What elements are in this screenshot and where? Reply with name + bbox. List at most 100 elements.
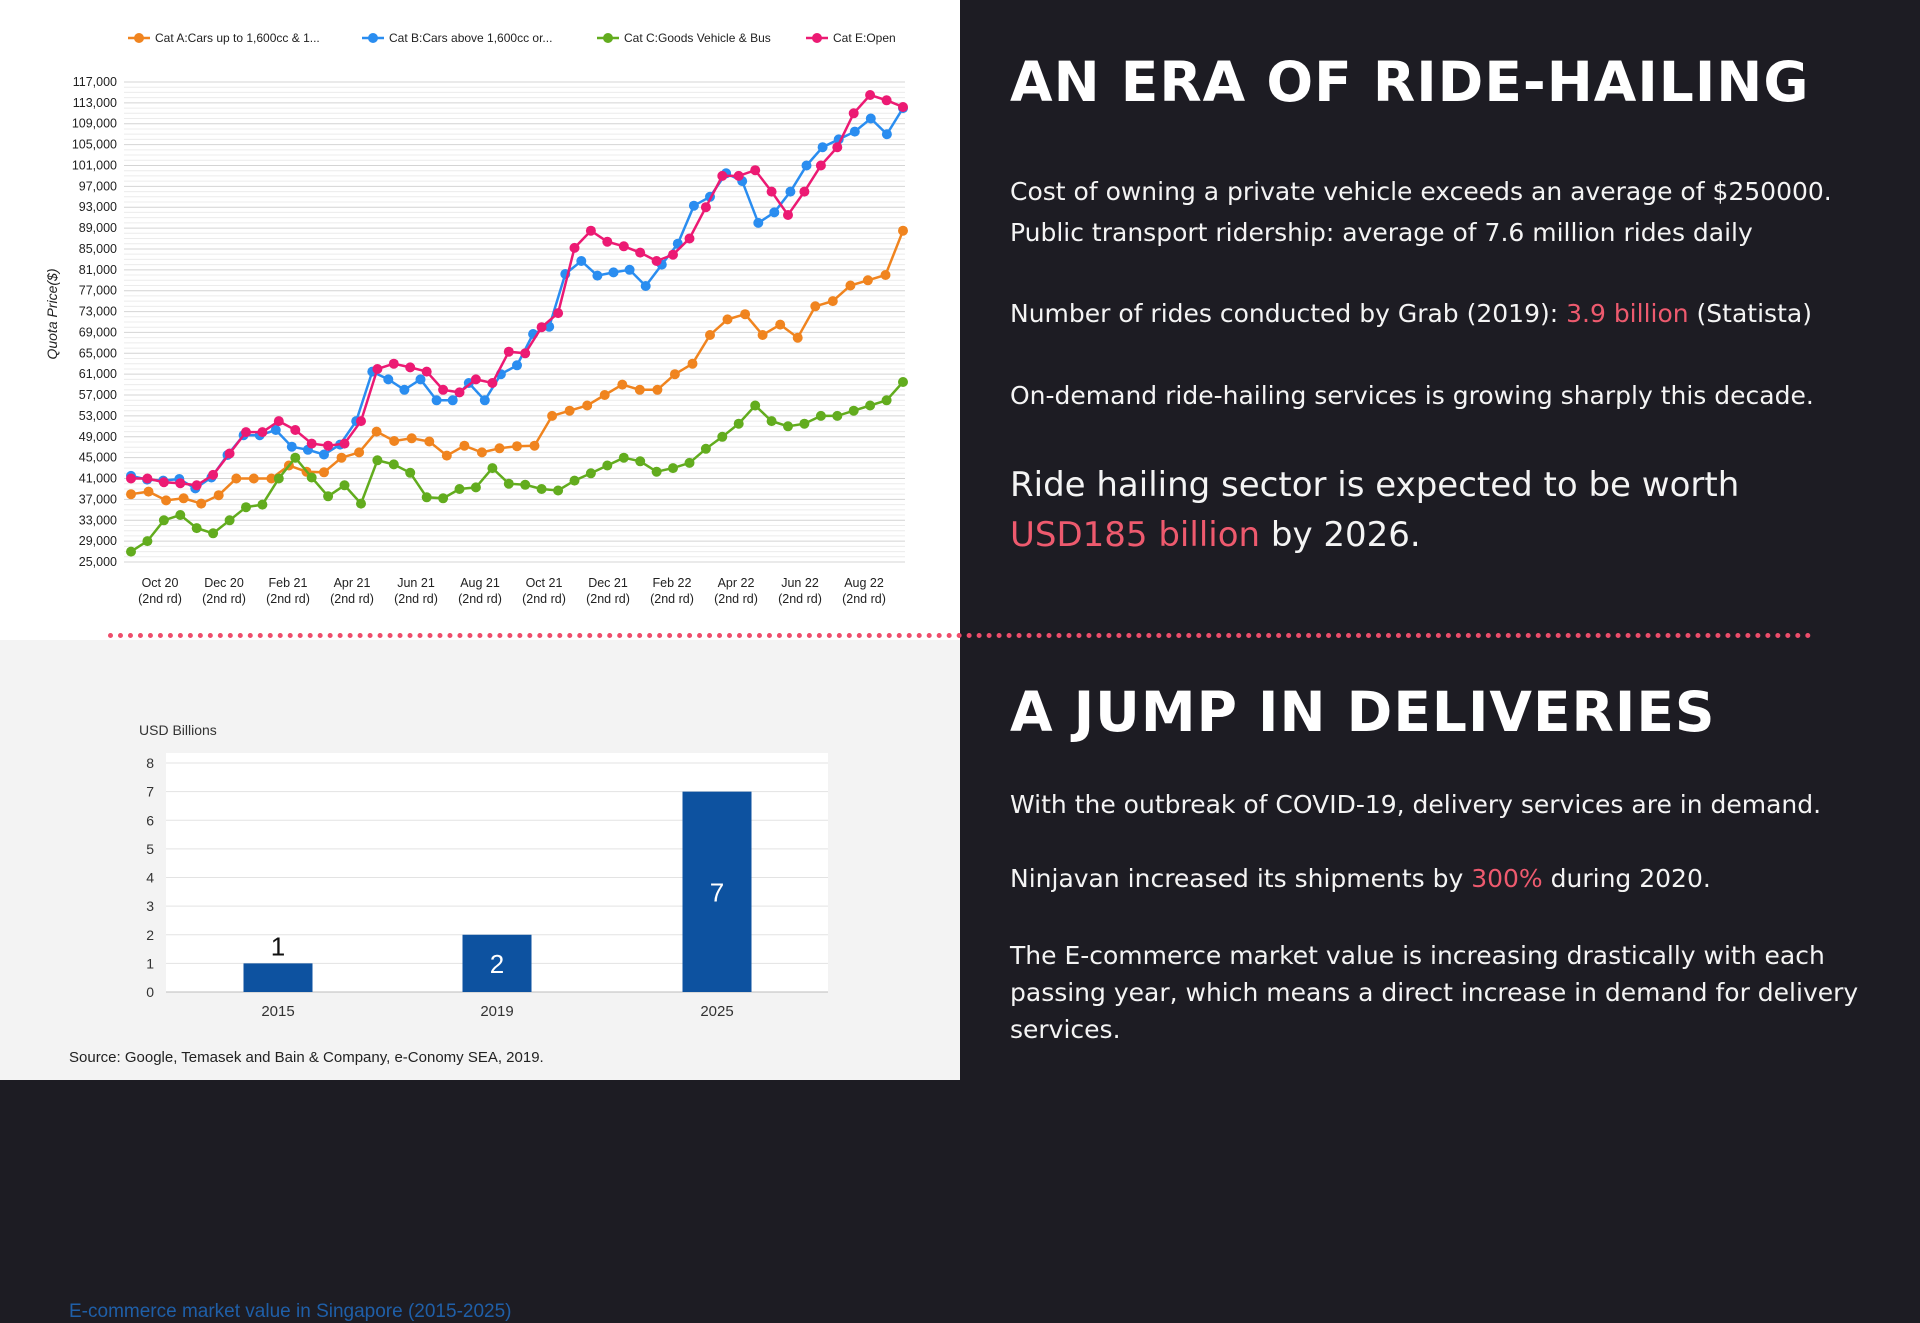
data-point xyxy=(723,314,733,324)
data-point xyxy=(734,419,744,429)
data-point xyxy=(179,493,189,503)
x-tick-label: Aug 21 xyxy=(460,576,500,590)
data-point xyxy=(625,265,635,275)
data-point xyxy=(753,218,763,228)
data-point xyxy=(802,161,812,171)
data-point xyxy=(504,479,514,489)
data-point xyxy=(602,237,612,247)
heading-deliveries: A JUMP IN DELIVERIES xyxy=(1010,680,1716,744)
data-point xyxy=(701,202,711,212)
y-tick-label: 41,000 xyxy=(79,472,117,486)
y-tick-label: 53,000 xyxy=(79,409,117,423)
data-point xyxy=(701,444,711,454)
data-point xyxy=(389,359,399,369)
data-point xyxy=(340,480,350,490)
data-point xyxy=(668,250,678,260)
y-tick-label: 65,000 xyxy=(79,346,117,360)
data-point xyxy=(416,374,426,384)
data-point xyxy=(214,490,224,500)
x-tick-label: Dec 21 xyxy=(588,576,628,590)
data-point xyxy=(793,333,803,343)
ninjavan-prefix: Ninjavan increased its shipments by xyxy=(1010,864,1471,893)
data-point xyxy=(159,515,169,525)
x-tick-round-label: (2nd rd) xyxy=(266,592,310,606)
data-point xyxy=(372,455,382,465)
data-point xyxy=(565,406,575,416)
data-point xyxy=(389,436,399,446)
data-point xyxy=(537,322,547,332)
legend-marker xyxy=(812,33,822,43)
quota-chart-panel: 25,000 29,000 33,000 37,000 41,000 45,000 49,0… xyxy=(0,0,960,640)
bar-value-label: 2 xyxy=(490,949,504,979)
data-point xyxy=(688,359,698,369)
data-point xyxy=(340,439,350,449)
data-point xyxy=(495,443,505,453)
data-point xyxy=(159,477,169,487)
data-point xyxy=(767,187,777,197)
data-point xyxy=(882,395,892,405)
data-point xyxy=(383,374,393,384)
y-tick-label: 89,000 xyxy=(79,221,117,235)
data-point xyxy=(609,267,619,277)
y-tick-label: 7 xyxy=(146,784,154,800)
data-point xyxy=(898,377,908,387)
data-point xyxy=(767,416,777,426)
data-point xyxy=(144,487,154,497)
legend-label: Cat E:Open xyxy=(833,31,896,45)
data-point xyxy=(553,486,563,496)
sector-suffix: by 2026. xyxy=(1260,515,1421,555)
data-point xyxy=(471,482,481,492)
data-point xyxy=(126,489,136,499)
data-point xyxy=(785,187,795,197)
ecommerce-chart-panel: E-commerce market value in Singapore (20… xyxy=(0,640,960,1080)
series-line xyxy=(131,382,903,552)
bar-value-label: 7 xyxy=(710,878,724,908)
data-point xyxy=(422,492,432,502)
dotted-divider xyxy=(108,633,1812,638)
x-tick-label: Feb 22 xyxy=(653,576,692,590)
data-point xyxy=(487,463,497,473)
ridership-text: Public transport ridership: average of 7… xyxy=(1010,218,1753,247)
data-point xyxy=(372,364,382,374)
data-point xyxy=(570,243,580,253)
data-point xyxy=(319,467,329,477)
x-tick-round-label: (2nd rd) xyxy=(138,592,182,606)
x-tick-round-label: (2nd rd) xyxy=(330,592,374,606)
data-point xyxy=(866,114,876,124)
data-point xyxy=(832,411,842,421)
x-tick-label: Apr 21 xyxy=(334,576,371,590)
y-tick-label: 4 xyxy=(146,870,154,886)
data-point xyxy=(635,385,645,395)
y-tick-label: 93,000 xyxy=(79,200,117,214)
data-point xyxy=(208,470,218,480)
data-point xyxy=(126,547,136,557)
data-point xyxy=(602,461,612,471)
legend-marker xyxy=(603,33,613,43)
data-point xyxy=(783,421,793,431)
x-tick-label: Feb 21 xyxy=(269,576,308,590)
data-point xyxy=(898,102,908,112)
sector-value: USD185 billion xyxy=(1010,515,1260,555)
data-point xyxy=(570,476,580,486)
y-tick-label: 1 xyxy=(146,955,154,971)
data-point xyxy=(775,320,785,330)
legend-label: Cat A:Cars up to 1,600cc & 1... xyxy=(155,31,320,45)
ecommerce-source-note: Source: Google, Temasek and Bain & Compa… xyxy=(69,1049,544,1066)
data-point xyxy=(582,401,592,411)
data-point xyxy=(471,374,481,384)
data-point xyxy=(849,406,859,416)
data-point xyxy=(142,474,152,484)
data-point xyxy=(196,499,206,509)
data-point xyxy=(405,468,415,478)
data-point xyxy=(287,442,297,452)
data-point xyxy=(863,275,873,285)
data-point xyxy=(477,447,487,457)
data-point xyxy=(438,385,448,395)
data-point xyxy=(845,281,855,291)
data-point xyxy=(586,226,596,236)
y-tick-label: 29,000 xyxy=(79,534,117,548)
y-tick-label: 33,000 xyxy=(79,513,117,527)
data-point xyxy=(231,474,241,484)
data-point xyxy=(882,95,892,105)
grab-prefix: Number of rides conducted by Grab (2019)… xyxy=(1010,299,1566,328)
